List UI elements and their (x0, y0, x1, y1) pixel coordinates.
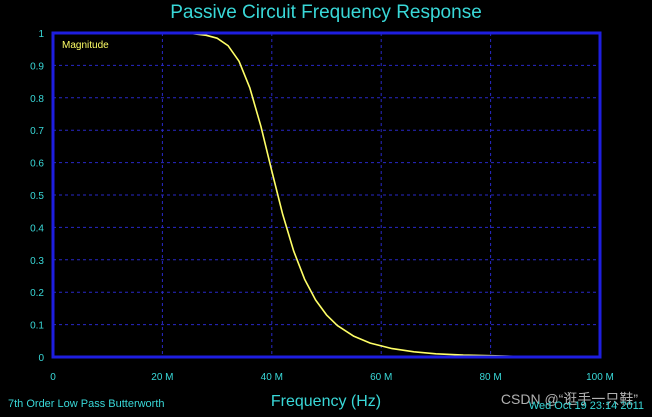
y-tick-label: 0.4 (30, 223, 44, 234)
x-tick-label: 20 M (151, 372, 173, 383)
circuit-description: 7th Order Low Pass Butterworth (8, 398, 165, 410)
x-axis-label: Frequency (Hz) (270, 393, 382, 410)
plot-frame (51, 31, 602, 359)
x-tick-label: 40 M (261, 372, 283, 383)
y-tick-label: 0 (38, 353, 44, 364)
y-tick-label: 0.1 (30, 321, 44, 332)
y-tick-label: 0.5 (30, 191, 44, 202)
axis-ticks: 0 20 M 40 M 60 M 80 M 100 M 0 0.1 0.2 0.3 0.4 0.5 0.… (30, 29, 614, 383)
y-tick-label: 0.2 (30, 288, 44, 299)
x-tick-label: 0 (50, 372, 56, 383)
timestamp: Wed Oct 19 23:14 2011 (528, 400, 644, 412)
x-tick-label: 100 M (586, 372, 614, 383)
y-tick-label: 1 (38, 29, 44, 40)
grid-lines (53, 33, 600, 357)
legend-magnitude: Magnitude (62, 40, 109, 51)
y-tick-label: 0.7 (30, 126, 44, 137)
y-tick-label: 0.6 (30, 159, 44, 170)
x-tick-label: 60 M (370, 372, 392, 383)
y-tick-label: 0.9 (30, 61, 44, 72)
watermark: CSDN @“逛手一只鞋” (500, 391, 638, 407)
chart-title: Passive Circuit Frequency Response (170, 2, 482, 23)
x-tick-label: 80 M (479, 372, 501, 383)
y-tick-label: 0.8 (30, 94, 44, 105)
y-tick-label: 0.3 (30, 256, 44, 267)
